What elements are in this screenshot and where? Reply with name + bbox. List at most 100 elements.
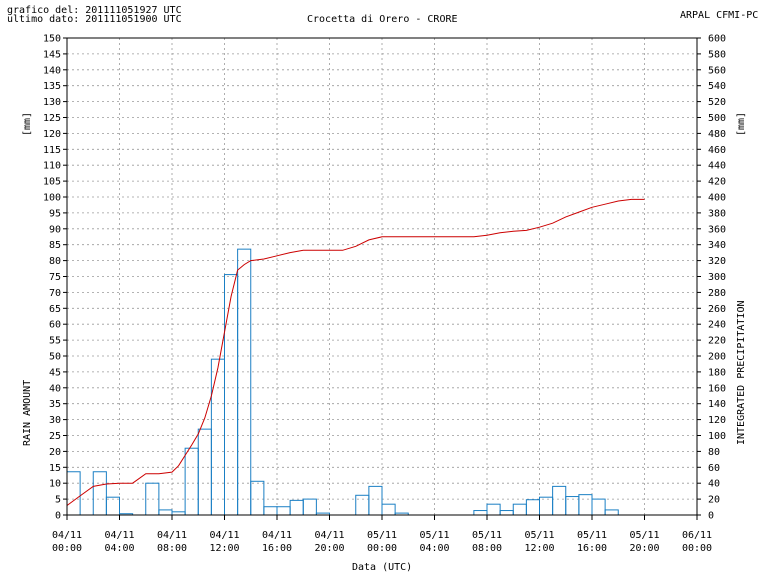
left-tick-label: 5 (55, 495, 61, 506)
rain-bar (184, 447, 199, 516)
left-tick-label: 150 (43, 34, 61, 45)
cumulative-line (66, 198, 645, 506)
x-tick-date: 04/11 (262, 530, 292, 541)
right-tick-label: 220 (708, 336, 726, 347)
rain-bar (197, 428, 212, 516)
left-tick-label: 145 (43, 49, 61, 60)
left-tick-label: 65 (49, 304, 61, 315)
left-tick-label: 95 (49, 208, 61, 219)
left-tick-label: 70 (49, 288, 61, 299)
rain-bar (92, 471, 107, 516)
right-tick-label: 80 (708, 447, 720, 458)
right-tick-label: 340 (708, 240, 726, 251)
right-tick-label: 600 (708, 34, 726, 45)
x-tick-date: 06/11 (682, 530, 712, 541)
right-tick-label: 500 (708, 113, 726, 124)
rain-bar (289, 499, 304, 516)
rain-bar (512, 503, 527, 516)
left-axis-unit: [mm] (22, 112, 33, 136)
left-tick-label: 25 (49, 431, 61, 442)
left-tick-label: 50 (49, 352, 61, 363)
rain-bar (263, 506, 278, 516)
right-tick-label: 580 (708, 49, 726, 60)
left-tick-label: 20 (49, 447, 61, 458)
x-tick-time: 08:00 (472, 543, 502, 554)
rain-bar (499, 510, 514, 516)
rain-bar (552, 485, 567, 516)
right-tick-label: 320 (708, 256, 726, 267)
left-tick-label: 75 (49, 272, 61, 283)
station-title: Crocetta di Orero - CRORE (307, 14, 458, 25)
x-tick-time: 12:00 (524, 543, 554, 554)
x-axis-title: Data (UTC) (352, 562, 412, 573)
left-tick-label: 10 (49, 479, 61, 490)
right-tick-label: 140 (708, 399, 726, 410)
rain-bar (66, 471, 81, 516)
left-tick-label: 100 (43, 193, 61, 204)
right-tick-label: 480 (708, 129, 726, 140)
grid-lines (67, 38, 697, 515)
x-tick-time: 04:00 (419, 543, 449, 554)
tick-labels: 0 5 10 15 20 25 30 35 40 45 50 55 60 65 70 75 80 85 90 95 10… (43, 34, 726, 555)
x-tick-date: 05/11 (419, 530, 449, 541)
left-tick-label: 35 (49, 399, 61, 410)
x-tick-time: 08:00 (157, 543, 187, 554)
x-tick-time: 20:00 (629, 543, 659, 554)
rain-bar (381, 503, 396, 516)
rain-bar (368, 485, 383, 516)
right-tick-label: 180 (708, 367, 726, 378)
right-tick-label: 360 (708, 224, 726, 235)
right-tick-label: 100 (708, 431, 726, 442)
left-tick-label: 45 (49, 367, 61, 378)
left-tick-label: 85 (49, 240, 61, 251)
right-tick-label: 240 (708, 320, 726, 331)
x-tick-date: 04/11 (104, 530, 134, 541)
right-tick-label: 60 (708, 463, 720, 474)
rain-bar (250, 480, 265, 516)
x-tick-date: 05/11 (472, 530, 502, 541)
agency-label: ARPAL CFMI-PC (680, 10, 759, 21)
x-tick-date: 04/11 (157, 530, 187, 541)
plot-frame (63, 37, 701, 520)
rain-bar (237, 248, 252, 516)
left-axis-title: RAIN AMOUNT (22, 380, 33, 446)
rain-bar (224, 274, 239, 516)
left-tick-label: 90 (49, 224, 61, 235)
right-tick-label: 420 (708, 177, 726, 188)
x-tick-time: 00:00 (52, 543, 82, 554)
rain-bar (158, 509, 173, 516)
rain-bar (604, 509, 619, 516)
left-tick-label: 30 (49, 415, 61, 426)
left-tick-label: 15 (49, 463, 61, 474)
right-tick-label: 380 (708, 208, 726, 219)
x-tick-time: 00:00 (682, 543, 712, 554)
right-tick-label: 160 (708, 383, 726, 394)
right-tick-label: 280 (708, 288, 726, 299)
right-tick-label: 200 (708, 352, 726, 363)
right-tick-label: 460 (708, 145, 726, 156)
rain-bar (539, 496, 554, 516)
x-tick-date: 04/11 (314, 530, 344, 541)
x-tick-time: 16:00 (262, 543, 292, 554)
rain-bar (355, 494, 370, 516)
right-tick-label: 0 (708, 511, 714, 522)
graph-date-label: grafico del: 201111051927 UTC (7, 5, 182, 16)
rain-bar (302, 498, 317, 516)
right-tick-label: 20 (708, 495, 720, 506)
x-tick-time: 00:00 (367, 543, 397, 554)
plot-border (66, 37, 698, 516)
rain-bar (591, 498, 606, 516)
x-tick-date: 05/11 (367, 530, 397, 541)
left-tick-label: 0 (55, 511, 61, 522)
left-tick-label: 80 (49, 256, 61, 267)
right-tick-label: 560 (708, 65, 726, 76)
right-tick-label: 40 (708, 479, 720, 490)
left-tick-label: 105 (43, 177, 61, 188)
right-tick-label: 540 (708, 81, 726, 92)
left-tick-label: 115 (43, 145, 61, 156)
left-tick-label: 135 (43, 81, 61, 92)
right-tick-label: 120 (708, 415, 726, 426)
x-tick-time: 04:00 (104, 543, 134, 554)
rain-bar (210, 358, 225, 516)
